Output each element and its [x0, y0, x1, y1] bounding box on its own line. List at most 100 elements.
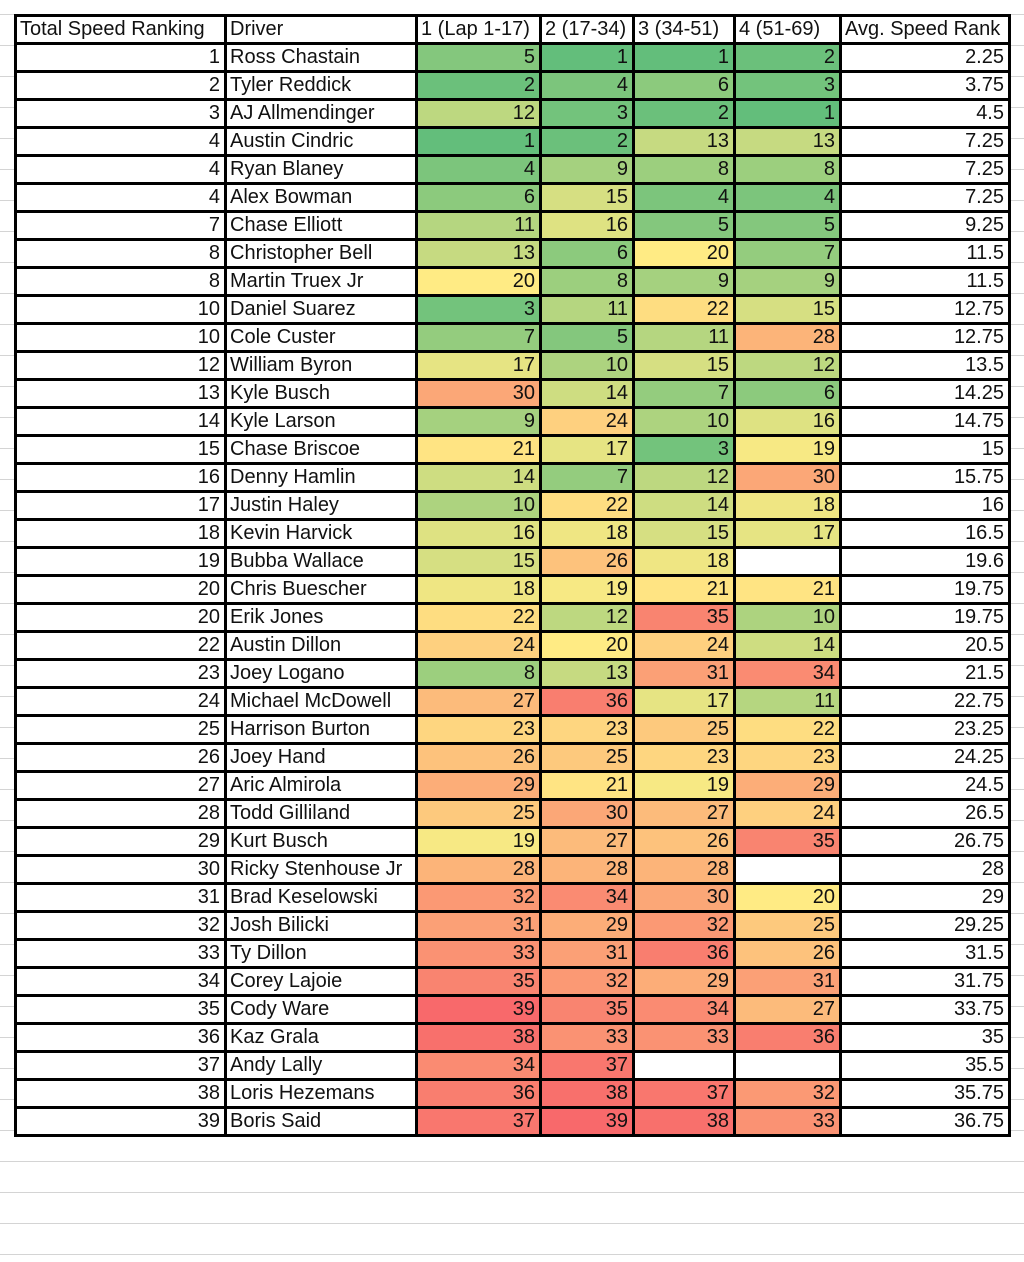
cell-stage-4[interactable]	[733, 1050, 842, 1081]
cell-stage-1[interactable]: 19	[415, 826, 542, 857]
cell-stage-4[interactable]: 7	[733, 238, 842, 269]
cell-total-speed-ranking[interactable]: 13	[14, 378, 227, 409]
cell-stage-4[interactable]: 1	[733, 98, 842, 129]
cell-stage-3[interactable]: 32	[632, 910, 736, 941]
cell-stage-2[interactable]: 34	[539, 882, 635, 913]
cell-avg-speed-rank[interactable]: 14.75	[839, 406, 1011, 437]
cell-driver[interactable]: William Byron	[224, 350, 418, 381]
cell-stage-2[interactable]: 17	[539, 434, 635, 465]
cell-stage-1[interactable]: 10	[415, 490, 542, 521]
cell-stage-2[interactable]: 27	[539, 826, 635, 857]
cell-stage-2[interactable]: 2	[539, 126, 635, 157]
cell-stage-3[interactable]: 24	[632, 630, 736, 661]
cell-stage-1[interactable]: 14	[415, 462, 542, 493]
cell-total-speed-ranking[interactable]: 36	[14, 1022, 227, 1053]
cell-total-speed-ranking[interactable]: 25	[14, 714, 227, 745]
cell-total-speed-ranking[interactable]: 19	[14, 546, 227, 577]
cell-stage-3[interactable]: 25	[632, 714, 736, 745]
cell-driver[interactable]: Ty Dillon	[224, 938, 418, 969]
cell-stage-3[interactable]: 1	[632, 42, 736, 73]
cell-stage-4[interactable]: 11	[733, 686, 842, 717]
cell-stage-1[interactable]: 39	[415, 994, 542, 1025]
cell-avg-speed-rank[interactable]: 35.75	[839, 1078, 1011, 1109]
cell-avg-speed-rank[interactable]: 29.25	[839, 910, 1011, 941]
cell-stage-3[interactable]: 9	[632, 266, 736, 297]
cell-stage-3[interactable]: 12	[632, 462, 736, 493]
cell-driver[interactable]: Ross Chastain	[224, 42, 418, 73]
cell-driver[interactable]: Brad Keselowski	[224, 882, 418, 913]
cell-stage-3[interactable]: 11	[632, 322, 736, 353]
cell-driver[interactable]: Loris Hezemans	[224, 1078, 418, 1109]
cell-stage-1[interactable]: 3	[415, 294, 542, 325]
cell-stage-1[interactable]: 36	[415, 1078, 542, 1109]
cell-stage-4[interactable]: 23	[733, 742, 842, 773]
cell-total-speed-ranking[interactable]: 22	[14, 630, 227, 661]
cell-stage-1[interactable]: 16	[415, 518, 542, 549]
cell-stage-2[interactable]: 38	[539, 1078, 635, 1109]
cell-stage-2[interactable]: 18	[539, 518, 635, 549]
cell-total-speed-ranking[interactable]: 12	[14, 350, 227, 381]
cell-total-speed-ranking[interactable]: 27	[14, 770, 227, 801]
cell-total-speed-ranking[interactable]: 24	[14, 686, 227, 717]
cell-stage-3[interactable]: 15	[632, 350, 736, 381]
cell-driver[interactable]: Daniel Suarez	[224, 294, 418, 325]
cell-stage-4[interactable]	[733, 854, 842, 885]
cell-stage-1[interactable]: 6	[415, 182, 542, 213]
cell-total-speed-ranking[interactable]: 29	[14, 826, 227, 857]
cell-stage-2[interactable]: 10	[539, 350, 635, 381]
cell-driver[interactable]: Austin Cindric	[224, 126, 418, 157]
cell-stage-1[interactable]: 12	[415, 98, 542, 129]
cell-driver[interactable]: AJ Allmendinger	[224, 98, 418, 129]
cell-driver[interactable]: Tyler Reddick	[224, 70, 418, 101]
cell-total-speed-ranking[interactable]: 7	[14, 210, 227, 241]
cell-avg-speed-rank[interactable]: 23.25	[839, 714, 1011, 745]
cell-avg-speed-rank[interactable]: 11.5	[839, 238, 1011, 269]
cell-stage-2[interactable]: 30	[539, 798, 635, 829]
cell-stage-4[interactable]: 5	[733, 210, 842, 241]
cell-total-speed-ranking[interactable]: 14	[14, 406, 227, 437]
cell-stage-1[interactable]: 32	[415, 882, 542, 913]
cell-stage-3[interactable]: 19	[632, 770, 736, 801]
cell-stage-3[interactable]: 2	[632, 98, 736, 129]
cell-total-speed-ranking[interactable]: 20	[14, 574, 227, 605]
cell-stage-3[interactable]: 20	[632, 238, 736, 269]
cell-driver[interactable]: Michael McDowell	[224, 686, 418, 717]
cell-stage-3[interactable]: 31	[632, 658, 736, 689]
cell-stage-4[interactable]: 17	[733, 518, 842, 549]
cell-stage-4[interactable]: 29	[733, 770, 842, 801]
cell-stage-3[interactable]: 14	[632, 490, 736, 521]
cell-stage-3[interactable]	[632, 1050, 736, 1081]
cell-stage-1[interactable]: 25	[415, 798, 542, 829]
cell-driver[interactable]: Christopher Bell	[224, 238, 418, 269]
cell-stage-4[interactable]: 19	[733, 434, 842, 465]
cell-avg-speed-rank[interactable]: 7.25	[839, 182, 1011, 213]
cell-stage-2[interactable]: 8	[539, 266, 635, 297]
cell-avg-speed-rank[interactable]: 19.75	[839, 574, 1011, 605]
cell-driver[interactable]: Ryan Blaney	[224, 154, 418, 185]
cell-stage-2[interactable]: 29	[539, 910, 635, 941]
cell-stage-4[interactable]: 6	[733, 378, 842, 409]
cell-total-speed-ranking[interactable]: 2	[14, 70, 227, 101]
cell-stage-3[interactable]: 37	[632, 1078, 736, 1109]
cell-driver[interactable]: Josh Bilicki	[224, 910, 418, 941]
cell-stage-2[interactable]: 19	[539, 574, 635, 605]
cell-avg-speed-rank[interactable]: 28	[839, 854, 1011, 885]
cell-driver[interactable]: Cody Ware	[224, 994, 418, 1025]
cell-stage-4[interactable]: 4	[733, 182, 842, 213]
cell-stage-3[interactable]: 3	[632, 434, 736, 465]
cell-stage-2[interactable]: 23	[539, 714, 635, 745]
cell-stage-1[interactable]: 38	[415, 1022, 542, 1053]
cell-stage-4[interactable]: 18	[733, 490, 842, 521]
cell-stage-4[interactable]: 21	[733, 574, 842, 605]
cell-avg-speed-rank[interactable]: 31.5	[839, 938, 1011, 969]
cell-stage-1[interactable]: 1	[415, 126, 542, 157]
cell-total-speed-ranking[interactable]: 18	[14, 518, 227, 549]
cell-total-speed-ranking[interactable]: 17	[14, 490, 227, 521]
cell-stage-2[interactable]: 22	[539, 490, 635, 521]
cell-stage-4[interactable]: 28	[733, 322, 842, 353]
header-stage-4[interactable]: 4 (51-69)	[733, 14, 842, 45]
cell-total-speed-ranking[interactable]: 20	[14, 602, 227, 633]
cell-stage-4[interactable]: 3	[733, 70, 842, 101]
cell-stage-1[interactable]: 29	[415, 770, 542, 801]
cell-stage-3[interactable]: 38	[632, 1106, 736, 1137]
